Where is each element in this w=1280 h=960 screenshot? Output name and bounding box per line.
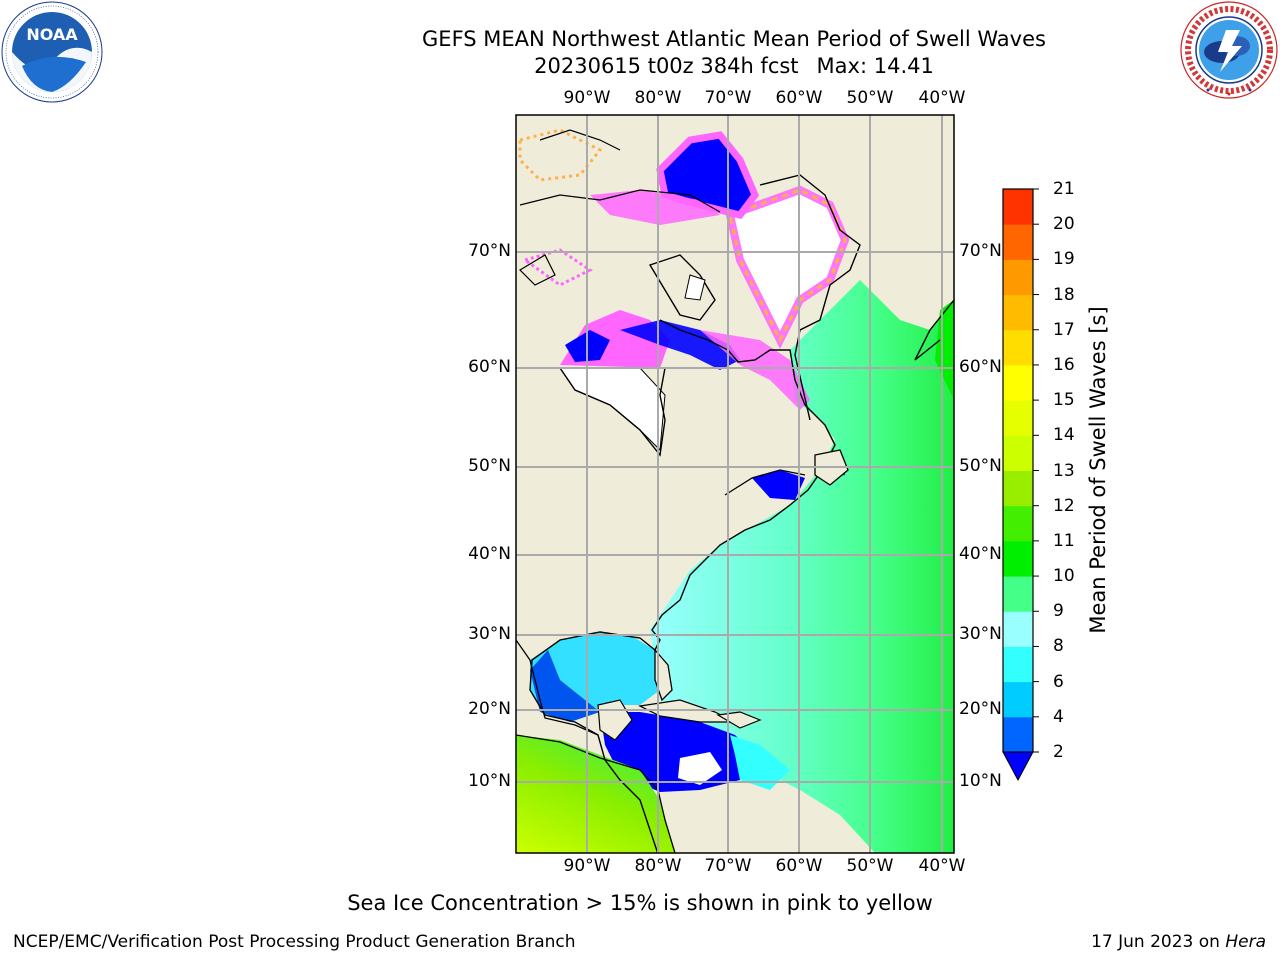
colorbar-segment: [1003, 505, 1033, 542]
colorbar-tick-label: 4: [1053, 706, 1064, 727]
colorbar-segment: [1003, 435, 1033, 471]
baffin-bay-outer: [728, 188, 847, 344]
lat-label-left: 10°N: [468, 771, 511, 791]
lon-label-bottom: 60°W: [775, 856, 823, 876]
colorbar-tick-label: 19: [1053, 249, 1075, 270]
colorbar-segment: [1003, 646, 1033, 683]
lat-label-right: 50°N: [959, 456, 1002, 476]
colorbar-segment: [1003, 716, 1033, 753]
noaa-logo: NOAA: [1, 1, 103, 103]
colorbar-tick-label: 16: [1053, 354, 1075, 375]
lat-label-left: 20°N: [468, 699, 511, 719]
colorbar-tick-label: 14: [1053, 425, 1075, 446]
scattered-ice-nw2: [521, 248, 593, 287]
colorbar-tick-label: 10: [1053, 566, 1075, 587]
colorbar-segment: [1003, 224, 1033, 260]
arctic-channels-ice: [590, 190, 720, 225]
colorbar-segment: [1003, 294, 1033, 331]
lat-label-right: 70°N: [959, 241, 1002, 261]
colorbar-segment: [1003, 259, 1033, 296]
lat-label-right: 10°N: [959, 771, 1002, 791]
coastline-arctic-islands: [519, 189, 721, 213]
map-frame: [515, 114, 955, 854]
coastline-north-america: [529, 319, 836, 853]
lon-label-top: 60°W: [775, 88, 823, 108]
coastline-arctic-islands-2: [539, 129, 621, 151]
colorbar-label: Mean Period of Swell Waves [s]: [1086, 306, 1110, 634]
lon-label-bottom: 90°W: [563, 856, 611, 876]
lon-label-bottom: 70°W: [704, 856, 752, 876]
footer-host: Hera: [1225, 932, 1266, 952]
colorbar-tick-label: 2: [1053, 742, 1064, 762]
lon-label-top: 40°W: [918, 88, 966, 108]
caribbean-white-patch: [678, 752, 722, 785]
lat-label-right: 20°N: [959, 699, 1002, 719]
lat-label-left: 50°N: [468, 456, 511, 476]
caribbean-cyan: [730, 735, 790, 790]
coastline-florida: [654, 648, 673, 702]
lat-label-right: 40°N: [959, 544, 1002, 564]
colorbar-segment: [1003, 364, 1033, 401]
colorbar-segment: [1003, 611, 1033, 647]
colorbar-tick-label: 8: [1053, 636, 1064, 657]
lat-label-left: 40°N: [468, 544, 511, 564]
lon-label-top: 90°W: [563, 88, 611, 108]
coastline-gulf-st-lawrence: [724, 469, 806, 496]
colorbar-tick-label: 12: [1053, 495, 1075, 516]
lon-label-bottom: 80°W: [634, 856, 682, 876]
map-gridlines: [516, 115, 954, 853]
coastline-baffin-island-2: [684, 274, 706, 301]
lat-label-right: 30°N: [959, 624, 1002, 644]
colorbar-segment: [1003, 540, 1033, 577]
lat-label-left: 60°N: [468, 357, 511, 377]
colorbar-tick-label: 20: [1053, 214, 1075, 235]
south-america: [516, 735, 675, 853]
colorbar: [1002, 188, 1039, 782]
colorbar-tick-label: 21: [1053, 179, 1075, 199]
coastline-south-america: [516, 734, 676, 853]
forecast-run-label: 20230615 t00z 384h fcst: [534, 54, 799, 78]
footer-date: 17 Jun 2023 on Hera: [1091, 932, 1266, 952]
lat-label-left: 70°N: [468, 241, 511, 261]
lon-label-bottom: 40°W: [918, 856, 966, 876]
colorbar-extend-triangle: [1002, 751, 1034, 782]
chart-subtitle: 20230615 t00z 384h fcst Max: 14.41: [534, 54, 934, 78]
footer-credit: NCEP/EMC/Verification Post Processing Pr…: [13, 932, 576, 952]
greenland-east-water: [935, 300, 954, 400]
colorbar-tick-label: 11: [1053, 530, 1075, 551]
colorbar-tick-label: 17: [1053, 319, 1075, 340]
colorbar-segment: [1003, 681, 1033, 718]
colorbar-tick-label: 18: [1053, 284, 1075, 305]
gulf-st-lawrence: [752, 470, 805, 500]
lon-label-top: 80°W: [634, 88, 682, 108]
lat-label-left: 30°N: [468, 624, 511, 644]
colorbar-segment: [1003, 189, 1033, 225]
coastline-arctic-islands-3: [519, 254, 556, 286]
coastline-baffin-island: [648, 254, 716, 321]
colorbar-segment: [1003, 329, 1033, 366]
lat-label-right: 60°N: [959, 357, 1002, 377]
chart-title: GEFS MEAN Northwest Atlantic Mean Period…: [422, 27, 1046, 51]
lon-label-top: 50°W: [846, 88, 894, 108]
coastline-hudson: [559, 367, 666, 457]
lon-label-top: 70°W: [704, 88, 752, 108]
footer-date-text: 17 Jun 2023 on: [1091, 932, 1220, 952]
colorbar-tick-label: 6: [1053, 671, 1064, 692]
colorbar-tick-label: 9: [1053, 601, 1064, 622]
colorbar-tick-label: 15: [1053, 390, 1075, 411]
lon-label-bottom: 50°W: [846, 856, 894, 876]
north-blue-water: [660, 135, 755, 215]
nws-logo: [1180, 1, 1278, 99]
colorbar-segment: [1003, 576, 1033, 612]
baffin-bay-ice: [730, 190, 845, 340]
colorbar-segment: [1003, 470, 1033, 507]
gulf-of-mexico-deep: [530, 650, 600, 722]
sea-ice-note: Sea Ice Concentration > 15% is shown in …: [347, 891, 933, 915]
noaa-logo-text: NOAA: [26, 25, 78, 44]
max-value-label: Max: 14.41: [816, 54, 934, 78]
colorbar-segment: [1003, 400, 1033, 436]
colorbar-tick-label: 13: [1053, 460, 1075, 481]
labrador-blue: [620, 320, 740, 370]
